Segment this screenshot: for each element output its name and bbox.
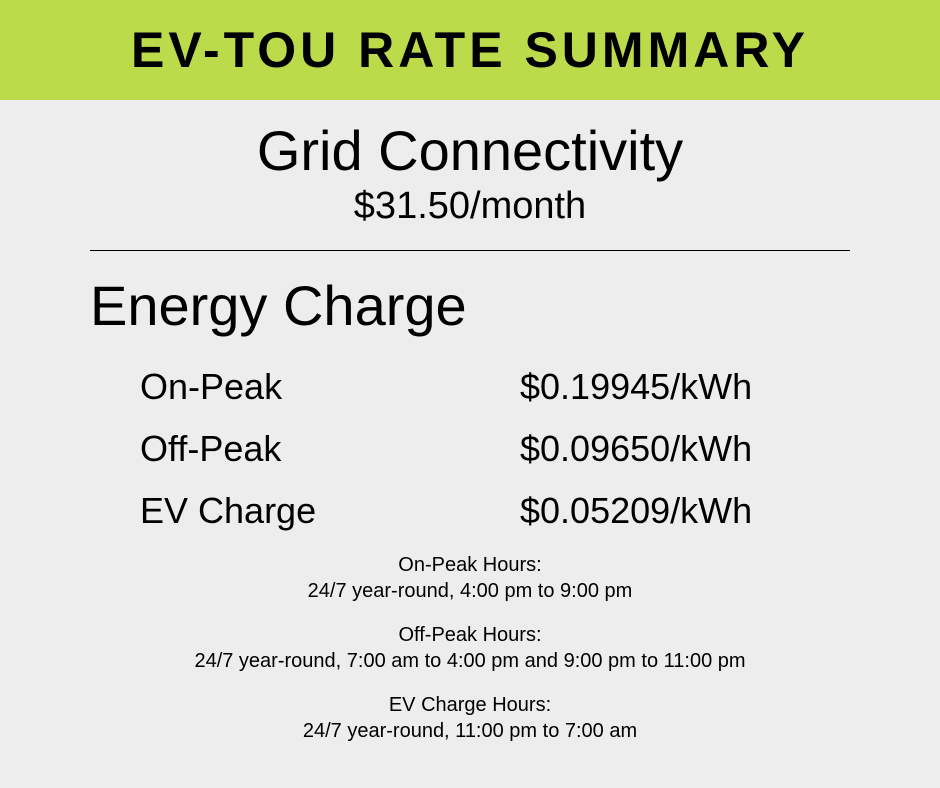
rate-label: Off-Peak <box>140 428 520 470</box>
hours-title: Off-Peak Hours: <box>50 622 890 648</box>
rate-row: EV Charge $0.05209/kWh <box>90 490 850 532</box>
content: Grid Connectivity $31.50/month Energy Ch… <box>0 100 940 744</box>
rate-label: EV Charge <box>140 490 520 532</box>
rate-label: On-Peak <box>140 366 520 408</box>
banner: EV-TOU RATE SUMMARY <box>0 0 940 100</box>
grid-section: Grid Connectivity $31.50/month <box>50 100 890 246</box>
hours-detail: 24/7 year-round, 11:00 pm to 7:00 am <box>50 718 890 744</box>
rate-row: Off-Peak $0.09650/kWh <box>90 428 850 470</box>
grid-title: Grid Connectivity <box>50 118 890 183</box>
hours-block: EV Charge Hours: 24/7 year-round, 11:00 … <box>50 692 890 744</box>
grid-price: $31.50/month <box>50 185 890 228</box>
hours-title: On-Peak Hours: <box>50 552 890 578</box>
energy-section: Energy Charge On-Peak $0.19945/kWh Off-P… <box>50 251 890 532</box>
hours-block: On-Peak Hours: 24/7 year-round, 4:00 pm … <box>50 552 890 604</box>
hours-detail: 24/7 year-round, 4:00 pm to 9:00 pm <box>50 578 890 604</box>
hours-detail: 24/7 year-round, 7:00 am to 4:00 pm and … <box>50 648 890 674</box>
energy-title: Energy Charge <box>90 273 850 338</box>
rate-value: $0.05209/kWh <box>520 490 850 532</box>
hours-block: Off-Peak Hours: 24/7 year-round, 7:00 am… <box>50 622 890 674</box>
hours-section: On-Peak Hours: 24/7 year-round, 4:00 pm … <box>50 552 890 744</box>
rate-row: On-Peak $0.19945/kWh <box>90 366 850 408</box>
hours-title: EV Charge Hours: <box>50 692 890 718</box>
banner-title: EV-TOU RATE SUMMARY <box>131 21 809 79</box>
rate-value: $0.09650/kWh <box>520 428 850 470</box>
rate-value: $0.19945/kWh <box>520 366 850 408</box>
